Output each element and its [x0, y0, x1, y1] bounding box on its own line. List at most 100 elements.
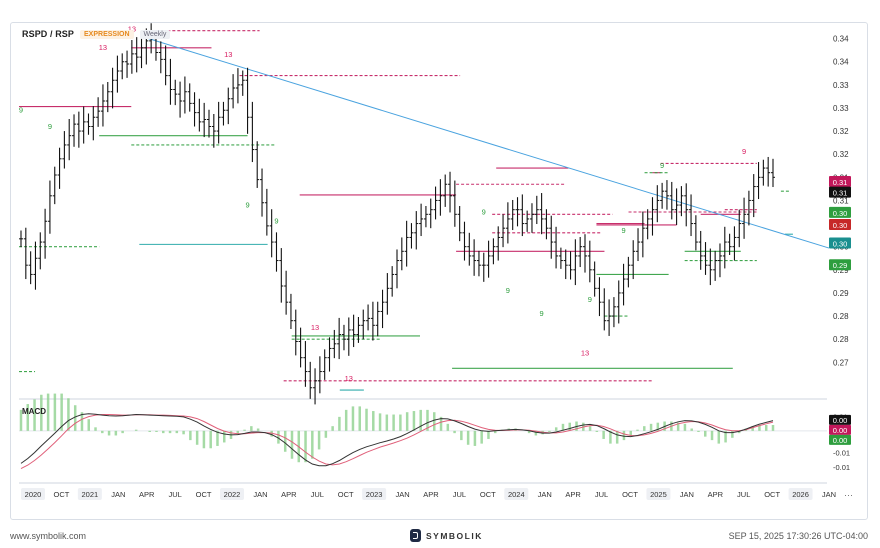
expression-badge: EXPRESSION [80, 29, 134, 39]
price-badge [829, 259, 851, 271]
x-tick-year-bg [504, 488, 529, 500]
y-tick-label: 0.28 [833, 335, 849, 344]
x-tick-label: APR [708, 490, 724, 499]
site-link[interactable]: www.symbolik.com [10, 531, 87, 541]
y-tick-label: 0.28 [833, 312, 849, 321]
x-tick-label: APR [281, 490, 297, 499]
price-badge [829, 218, 851, 230]
macd-badge-label: 0.00 [833, 426, 848, 435]
macd-tick-label: -0.01 [833, 449, 850, 458]
x-tick-label: 2022 [224, 490, 241, 499]
setup-count-label: 9 [48, 122, 52, 131]
setup-count-label: 13 [128, 25, 136, 34]
x-tick-label: 2023 [366, 490, 383, 499]
price-badge-label: 0.30 [833, 239, 848, 248]
x-tick-label: JAN [680, 490, 694, 499]
y-tick-label: 0.29 [833, 266, 849, 275]
x-tick-label: 2024 [508, 490, 525, 499]
chart-header: RSPD / RSP EXPRESSION Weekly [22, 29, 171, 39]
x-tick-year-bg [21, 488, 45, 500]
setup-count-label: 13 [311, 323, 319, 332]
chart-frame: 0.340.340.330.330.320.320.310.310.300.30… [10, 22, 868, 520]
x-tick-label: 2026 [792, 490, 809, 499]
x-tick-label: OCT [196, 490, 212, 499]
x-tick-year-bg [77, 488, 102, 500]
x-tick-label: OCT [764, 490, 780, 499]
setup-count-label: 9 [19, 106, 23, 115]
x-tick-label: APR [565, 490, 581, 499]
macd-tick-label: -0.01 [833, 463, 850, 472]
x-tick-year-bg [220, 488, 244, 500]
x-tick-label: JUL [311, 490, 324, 499]
symbol-label[interactable]: RSPD / RSP [22, 29, 75, 39]
setup-count-label: 9 [742, 147, 746, 156]
x-tick-label: 2020 [25, 490, 42, 499]
x-tick-label: OCT [480, 490, 496, 499]
price-badge-label: 0.30 [833, 209, 848, 218]
price-badge [829, 175, 851, 187]
y-tick-label: 0.33 [833, 104, 849, 113]
x-tick-label: JUL [168, 490, 181, 499]
y-tick-label: 0.34 [833, 35, 849, 44]
trend-line [140, 35, 830, 249]
price-badge-label: 0.30 [833, 221, 848, 230]
macd-badge [829, 424, 851, 435]
x-tick-year-bg [362, 488, 387, 500]
brand: SYMBOLIK [410, 529, 483, 542]
setup-count-label: 9 [660, 161, 664, 170]
setup-count-label: 9 [621, 226, 625, 235]
setup-count-label: 9 [274, 217, 278, 226]
x-tick-label: JAN [538, 490, 552, 499]
price-badge-label: 0.31 [833, 189, 848, 198]
x-tick-label: JAN [253, 490, 267, 499]
setup-count-label: 9 [482, 207, 486, 216]
x-tick-label: 2021 [82, 490, 99, 499]
macd-line [20, 413, 774, 467]
x-tick-label: APR [423, 490, 439, 499]
price-badge [829, 206, 851, 218]
setup-count-label: 9 [245, 200, 249, 209]
x-tick-label: 2025 [650, 490, 667, 499]
setup-count-label: 13 [581, 348, 589, 357]
symbolik-logo-icon [410, 529, 421, 542]
price-badge [829, 237, 851, 249]
setup-count-label: 13 [99, 43, 107, 52]
macd-badge-label: 0.00 [833, 436, 848, 445]
x-tick-year-bg [646, 488, 671, 500]
period-badge[interactable]: Weekly [139, 29, 171, 39]
x-tick-label: JAN [395, 490, 409, 499]
price-badge-label: 0.31 [833, 178, 848, 187]
macd-title: MACD [22, 407, 46, 416]
setup-count-label: 13 [345, 374, 353, 383]
brand-name: SYMBOLIK [426, 530, 483, 541]
y-tick-label: 0.27 [833, 358, 849, 367]
x-tick-year-bg [788, 488, 813, 500]
y-tick-label: 0.32 [833, 127, 849, 136]
chart-svg[interactable]: 0.340.340.330.330.320.320.310.310.300.30… [11, 23, 867, 519]
x-tick-label: JUL [737, 490, 750, 499]
y-tick-label: 0.32 [833, 150, 849, 159]
y-tick-label: 0.29 [833, 289, 849, 298]
x-tick-label: JAN [111, 490, 125, 499]
macd-badge [829, 434, 851, 445]
setup-count-label: 13 [224, 50, 232, 59]
more-options-icon[interactable]: ··· [844, 490, 853, 500]
x-tick-label: JUL [595, 490, 608, 499]
setup-count-label: 9 [540, 309, 544, 318]
y-tick-label: 0.31 [833, 196, 849, 205]
price-badge [829, 186, 851, 198]
footer: www.symbolik.com SYMBOLIK SEP 15, 2025 1… [0, 524, 880, 548]
macd-badge [829, 414, 851, 425]
y-tick-label: 0.33 [833, 81, 849, 90]
x-tick-label: JUL [453, 490, 466, 499]
y-tick-label: 0.34 [833, 58, 849, 67]
timestamp: SEP 15, 2025 17:30:26 UTC-04:00 [728, 531, 868, 541]
x-tick-label: JAN [822, 490, 836, 499]
price-badge-label: 0.29 [833, 261, 848, 270]
setup-count-label: 9 [588, 295, 592, 304]
setup-count-label: 9 [506, 286, 510, 295]
x-tick-label: OCT [338, 490, 354, 499]
macd-signal-line [20, 414, 774, 470]
macd-badge-label: 0.00 [833, 416, 848, 425]
x-tick-label: APR [139, 490, 155, 499]
